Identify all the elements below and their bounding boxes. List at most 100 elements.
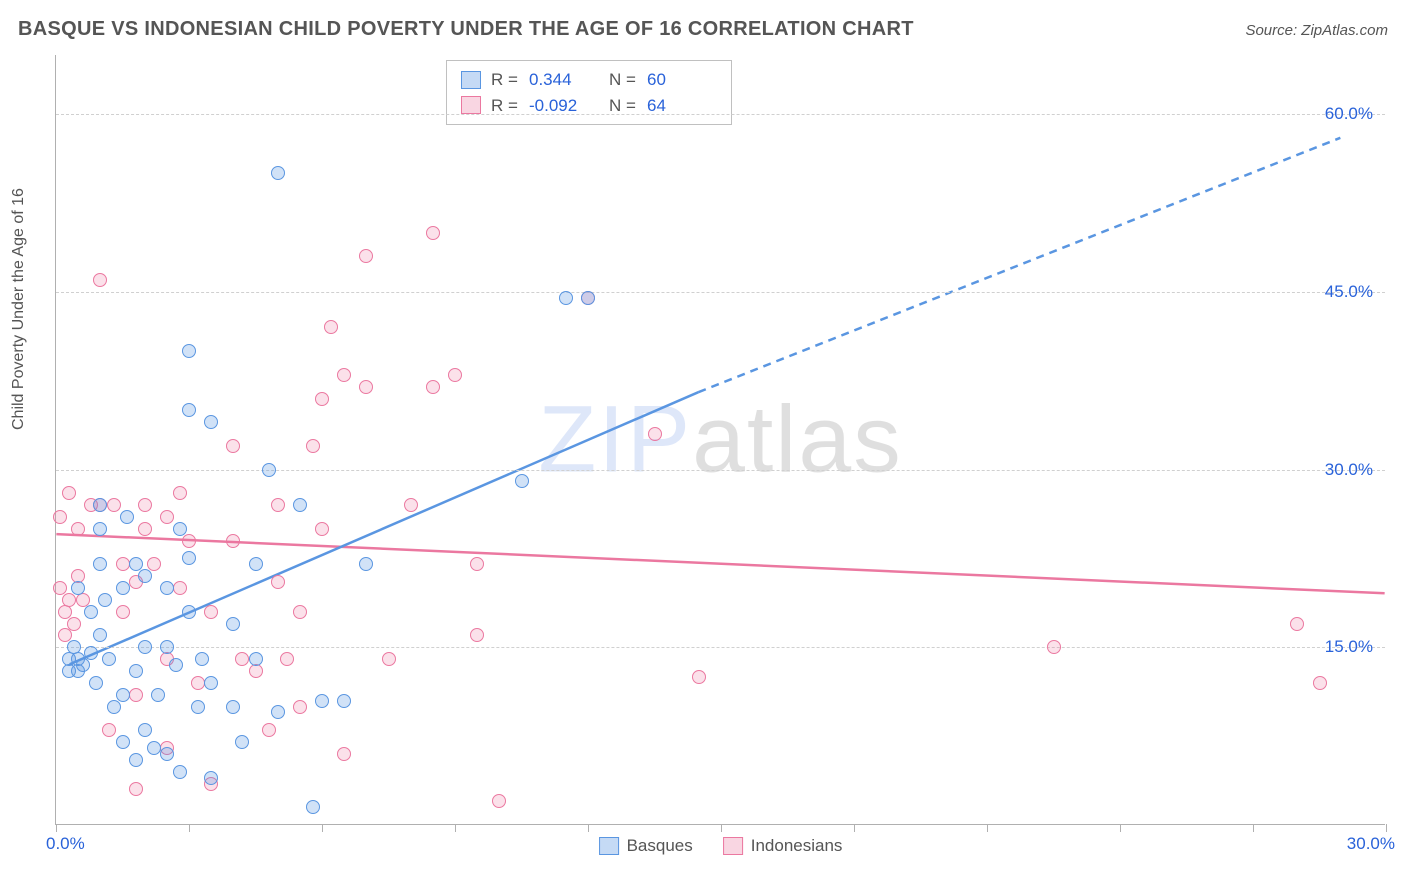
- scatter-point: [147, 741, 161, 755]
- scatter-point: [89, 676, 103, 690]
- scatter-point: [470, 628, 484, 642]
- y-axis-label: Child Poverty Under the Age of 16: [10, 188, 28, 430]
- scatter-point: [315, 694, 329, 708]
- legend-item-indonesians: Indonesians: [723, 836, 843, 856]
- scatter-point: [262, 463, 276, 477]
- scatter-point: [293, 700, 307, 714]
- scatter-point: [271, 705, 285, 719]
- watermark: ZIPatlas: [538, 385, 902, 494]
- scatter-point: [93, 522, 107, 536]
- scatter-point: [204, 676, 218, 690]
- trend-lines: [56, 55, 1385, 824]
- scatter-point: [182, 344, 196, 358]
- x-tick: [1120, 824, 1121, 832]
- scatter-point: [226, 439, 240, 453]
- scatter-point: [160, 581, 174, 595]
- scatter-point: [173, 765, 187, 779]
- scatter-point: [426, 226, 440, 240]
- scatter-point: [249, 557, 263, 571]
- grid-line: [56, 114, 1385, 115]
- scatter-point: [93, 628, 107, 642]
- legend-item-basques: Basques: [599, 836, 693, 856]
- scatter-point: [71, 581, 85, 595]
- scatter-point: [84, 646, 98, 660]
- scatter-point: [116, 735, 130, 749]
- chart-area: ZIPatlas R = 0.344 N = 60 R = -0.092 N =…: [55, 55, 1385, 825]
- scatter-point: [173, 581, 187, 595]
- scatter-point: [169, 658, 183, 672]
- scatter-point: [151, 688, 165, 702]
- scatter-point: [404, 498, 418, 512]
- scatter-point: [204, 415, 218, 429]
- scatter-point: [182, 551, 196, 565]
- watermark-prefix: ZIP: [538, 386, 692, 492]
- trend-line: [698, 138, 1340, 392]
- stats-row-blue: R = 0.344 N = 60: [461, 67, 717, 93]
- scatter-point: [306, 800, 320, 814]
- scatter-point: [315, 392, 329, 406]
- scatter-point: [324, 320, 338, 334]
- scatter-point: [226, 700, 240, 714]
- scatter-point: [315, 522, 329, 536]
- x-tick: [588, 824, 589, 832]
- legend-label: Indonesians: [751, 836, 843, 856]
- scatter-point: [195, 652, 209, 666]
- scatter-point: [337, 368, 351, 382]
- stats-n-label: N =: [609, 67, 637, 93]
- scatter-point: [120, 510, 134, 524]
- scatter-point: [280, 652, 294, 666]
- scatter-point: [204, 605, 218, 619]
- x-tick: [987, 824, 988, 832]
- x-tick: [189, 824, 190, 832]
- scatter-point: [226, 534, 240, 548]
- stats-n-value: 60: [647, 67, 717, 93]
- scatter-point: [182, 534, 196, 548]
- scatter-point: [116, 581, 130, 595]
- scatter-point: [271, 498, 285, 512]
- x-tick: [721, 824, 722, 832]
- scatter-point: [129, 753, 143, 767]
- scatter-point: [1047, 640, 1061, 654]
- scatter-point: [129, 688, 143, 702]
- scatter-point: [107, 700, 121, 714]
- legend-swatch-blue: [599, 837, 619, 855]
- scatter-point: [470, 557, 484, 571]
- grid-line: [56, 292, 1385, 293]
- stats-r-value: 0.344: [529, 67, 599, 93]
- scatter-point: [235, 735, 249, 749]
- scatter-point: [138, 569, 152, 583]
- scatter-point: [249, 652, 263, 666]
- trend-line: [70, 392, 699, 664]
- chart-header: BASQUE VS INDONESIAN CHILD POVERTY UNDER…: [18, 18, 1388, 41]
- scatter-point: [107, 498, 121, 512]
- scatter-point: [67, 617, 81, 631]
- scatter-point: [138, 498, 152, 512]
- y-tick-label: 15.0%: [1325, 637, 1373, 657]
- scatter-point: [102, 652, 116, 666]
- scatter-point: [129, 664, 143, 678]
- scatter-point: [116, 688, 130, 702]
- stats-r-label: R =: [491, 67, 519, 93]
- scatter-point: [1313, 676, 1327, 690]
- y-tick-label: 60.0%: [1325, 104, 1373, 124]
- scatter-point: [62, 486, 76, 500]
- x-axis-label-left: 0.0%: [46, 834, 85, 854]
- legend-swatch-pink: [461, 96, 481, 114]
- scatter-point: [191, 700, 205, 714]
- watermark-suffix: atlas: [692, 386, 903, 492]
- scatter-point: [359, 249, 373, 263]
- stats-legend: R = 0.344 N = 60 R = -0.092 N = 64: [446, 60, 732, 125]
- scatter-point: [191, 676, 205, 690]
- scatter-point: [138, 723, 152, 737]
- scatter-point: [337, 694, 351, 708]
- scatter-point: [492, 794, 506, 808]
- x-tick: [1253, 824, 1254, 832]
- scatter-point: [515, 474, 529, 488]
- scatter-point: [116, 605, 130, 619]
- scatter-point: [306, 439, 320, 453]
- scatter-point: [84, 605, 98, 619]
- scatter-point: [76, 658, 90, 672]
- scatter-point: [93, 273, 107, 287]
- scatter-point: [271, 166, 285, 180]
- scatter-point: [337, 747, 351, 761]
